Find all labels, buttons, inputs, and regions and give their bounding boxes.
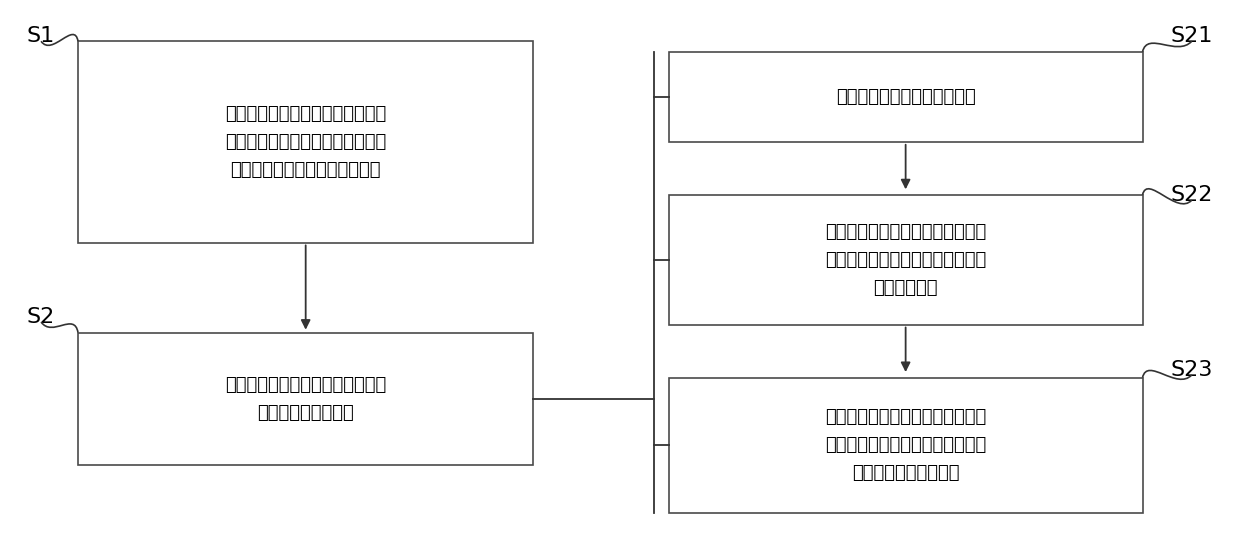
- FancyBboxPatch shape: [78, 332, 533, 465]
- Text: S2: S2: [27, 307, 56, 327]
- Text: 将运转的锯片布置在与所述石英管
上靠近所述石英帽的正下方的横截
面共面的位置: 将运转的锯片布置在与所述石英管 上靠近所述石英帽的正下方的横截 面共面的位置: [825, 223, 986, 296]
- Text: 采用水平梯度凝固法使装有砷的氮
化硼舟与装有镓的氮化硼舟在密封
的石英管内反应形成砷化镓多晶: 采用水平梯度凝固法使装有砷的氮 化硼舟与装有镓的氮化硼舟在密封 的石英管内反应形…: [225, 105, 387, 179]
- Text: S1: S1: [27, 26, 56, 46]
- Text: S21: S21: [1171, 26, 1213, 46]
- Text: S23: S23: [1171, 359, 1213, 380]
- Text: 切割去除所述石英管的管口的石英
帽，取出砷化镓多晶: 切割去除所述石英管的管口的石英 帽，取出砷化镓多晶: [225, 376, 387, 422]
- Text: 所述锯片相对所述石英管在所述横
截面所在平面内做平移靠近运动，
直至所述石英管被切断: 所述锯片相对所述石英管在所述横 截面所在平面内做平移靠近运动， 直至所述石英管被…: [825, 408, 986, 482]
- Text: S22: S22: [1171, 185, 1213, 205]
- FancyBboxPatch shape: [669, 378, 1142, 513]
- FancyBboxPatch shape: [669, 52, 1142, 142]
- FancyBboxPatch shape: [669, 195, 1142, 324]
- Text: 将所述石英管固定在切割台上: 将所述石英管固定在切割台上: [836, 88, 975, 106]
- FancyBboxPatch shape: [78, 41, 533, 243]
